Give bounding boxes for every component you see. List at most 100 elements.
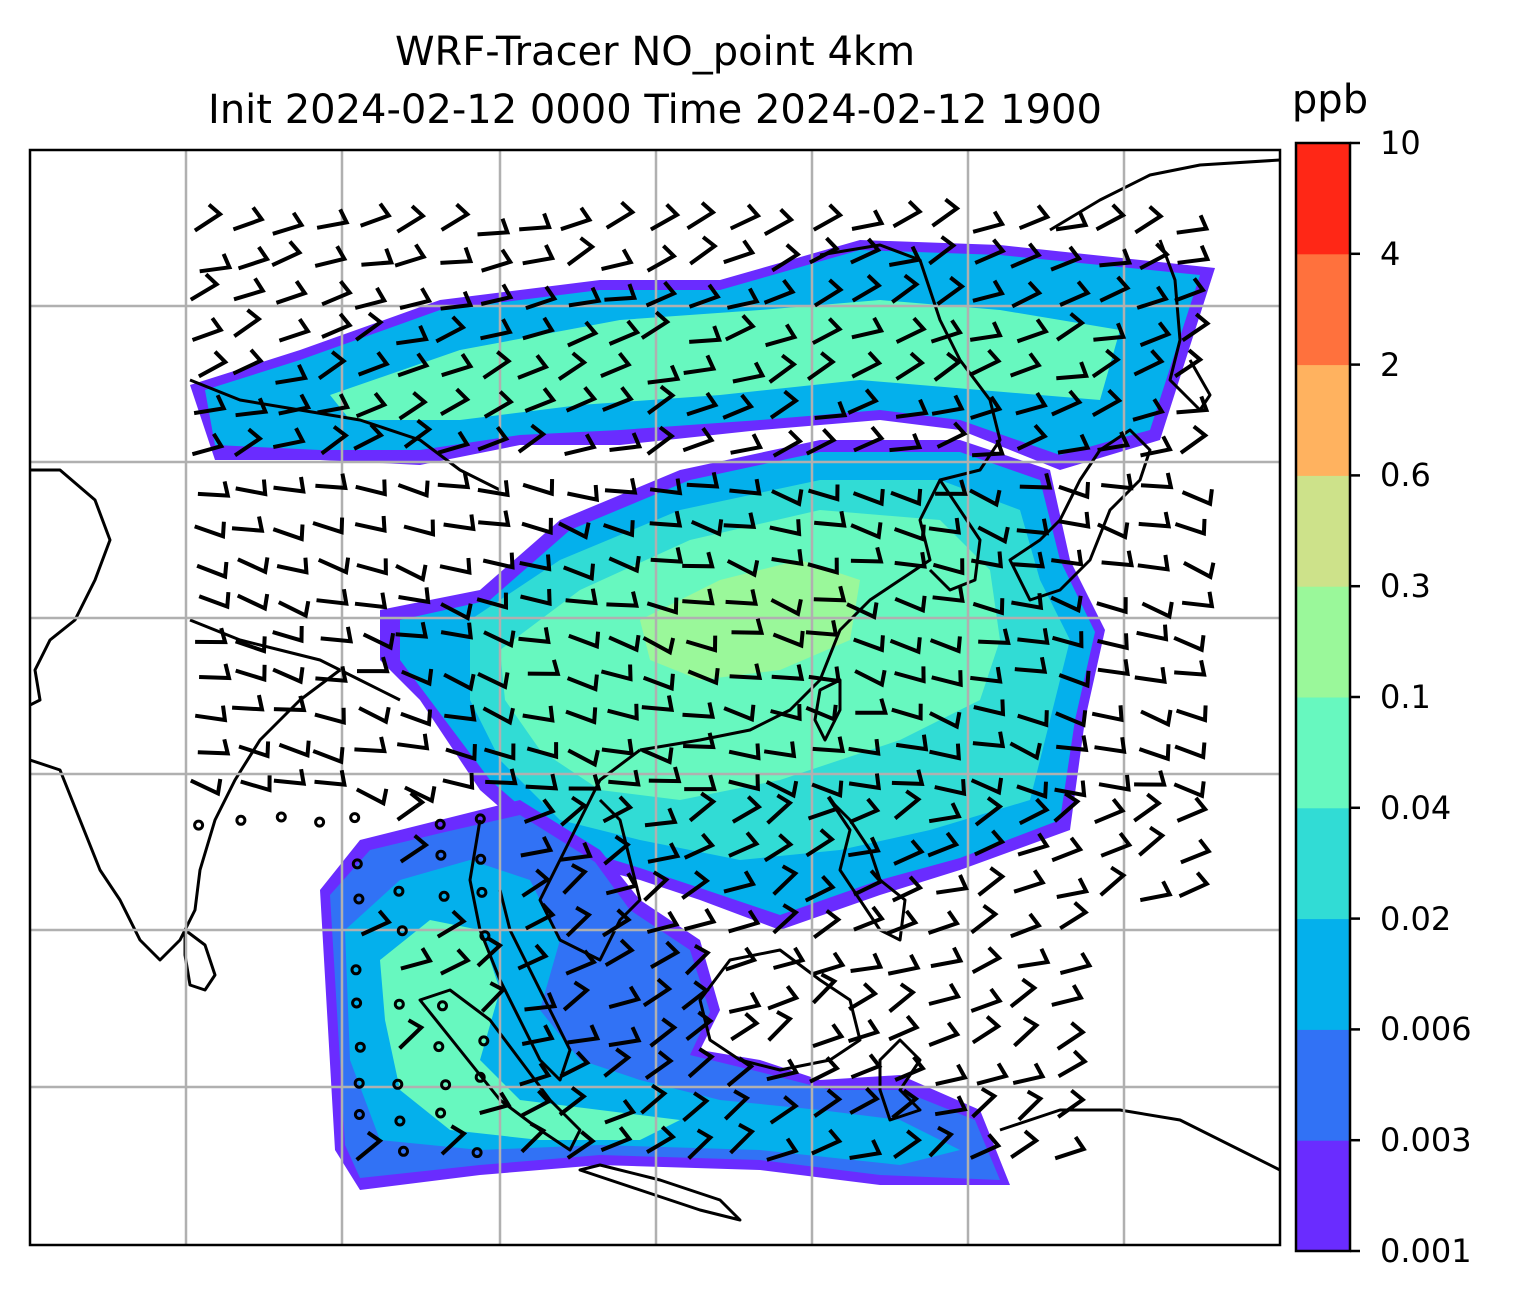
- wind-barb: [1100, 473, 1134, 491]
- wind-barb: [811, 317, 843, 345]
- wind-barb: [974, 829, 1006, 857]
- wind-barb: [808, 236, 840, 265]
- wind-barb: [1139, 880, 1173, 903]
- wind-barb: [723, 239, 756, 265]
- wind-barb: [317, 393, 351, 415]
- wind-barb: [974, 796, 1004, 827]
- wind-barb: [969, 488, 1002, 508]
- wind-barb: [440, 948, 471, 976]
- wind-barb: [729, 663, 763, 681]
- wind-barb: [853, 635, 885, 653]
- wind-barb: [891, 769, 925, 786]
- wind-barb: [396, 791, 426, 822]
- wind-barb: [600, 1126, 633, 1152]
- calm-wind-circle: [353, 893, 365, 905]
- wind-barb: [355, 1130, 384, 1162]
- wind-barb: [1011, 280, 1043, 309]
- wind-barb: [648, 766, 682, 784]
- wind-barb: [682, 427, 715, 453]
- wind-barb: [646, 597, 679, 615]
- wind-barb: [1051, 836, 1084, 863]
- wind-barb: [888, 1014, 920, 1042]
- wind-barb: [1058, 481, 1090, 500]
- wind-barb: [812, 1023, 845, 1048]
- wind-barb: [1019, 472, 1053, 490]
- wind-barb: [479, 1091, 512, 1116]
- wind-barb: [394, 243, 427, 268]
- wind-barb: [969, 1133, 1002, 1160]
- wind-barb: [1177, 244, 1211, 265]
- wind-barb: [360, 909, 393, 937]
- wind-barb: [644, 1050, 674, 1080]
- wind-barb: [521, 1024, 555, 1046]
- calm-wind-circle: [433, 1041, 445, 1053]
- wind-barb: [644, 807, 678, 828]
- wind-barb: [765, 780, 799, 799]
- wind-barb: [401, 668, 434, 687]
- wind-barb: [606, 591, 639, 608]
- wind-barb: [235, 664, 267, 683]
- wind-barb: [1139, 242, 1170, 271]
- wind-barb: [358, 706, 391, 725]
- coastline-philippines: [828, 798, 907, 942]
- wind-barb: [766, 793, 794, 825]
- wind-barb: [562, 980, 591, 1012]
- wind-barb: [566, 1130, 596, 1160]
- wind-barb: [1050, 245, 1083, 272]
- wind-barb: [483, 390, 514, 419]
- wind-barb: [731, 795, 763, 824]
- wind-barb: [771, 489, 804, 507]
- wind-barb: [196, 561, 229, 580]
- wind-barb: [894, 595, 927, 614]
- wind-barb: [605, 200, 636, 230]
- wind-barb: [849, 1139, 883, 1160]
- wind-barb: [560, 795, 588, 827]
- wind-barb: [524, 992, 558, 1012]
- map-title-line1: WRF-Tracer NO_point 4km: [394, 29, 916, 75]
- wind-barb: [649, 203, 681, 232]
- wind-barb: [730, 1012, 760, 1042]
- wind-barb: [1179, 424, 1209, 455]
- wind-barb: [1097, 633, 1129, 651]
- wind-barb: [888, 245, 922, 267]
- colorbar-unit-label: ppb: [1291, 77, 1369, 123]
- wind-barb: [522, 479, 555, 497]
- coastline-srilanka: [183, 928, 217, 992]
- wind-barb: [970, 666, 1003, 684]
- wind-barb: [728, 909, 761, 934]
- wind-barb: [1058, 670, 1091, 689]
- wind-barb: [895, 734, 929, 752]
- wind-barb: [931, 394, 965, 416]
- wind-barb: [1056, 1021, 1087, 1051]
- wind-barb: [687, 667, 720, 686]
- wind-barb: [191, 432, 225, 457]
- wind-barb: [522, 705, 555, 723]
- wind-barb: [722, 393, 755, 420]
- wind-barb: [272, 211, 305, 236]
- wind-barb: [565, 707, 598, 725]
- wind-barb: [400, 709, 433, 727]
- calm-wind-circle: [393, 998, 405, 1010]
- wind-barb: [1009, 977, 1038, 1009]
- wind-barb: [1056, 361, 1089, 381]
- wind-barb: [435, 315, 467, 344]
- wind-barb: [814, 400, 848, 420]
- wind-barb: [1011, 592, 1044, 611]
- wind-barb: [811, 1128, 843, 1156]
- wind-barb: [520, 1121, 547, 1154]
- wind-barb: [477, 426, 510, 452]
- calm-wind-circle: [350, 964, 362, 976]
- wind-barb: [730, 433, 764, 455]
- wind-barb: [355, 479, 387, 497]
- calm-wind-circle: [193, 819, 205, 831]
- wind-barb: [1057, 1049, 1088, 1079]
- wind-barb: [605, 872, 639, 896]
- wind-barb: [524, 902, 556, 931]
- wind-barb: [476, 592, 509, 610]
- calm-wind-circle: [353, 1109, 365, 1120]
- wind-barb: [726, 1056, 755, 1088]
- wind-barb: [1100, 831, 1133, 858]
- wind-barb: [602, 520, 635, 538]
- wind-barb: [1091, 348, 1121, 379]
- wind-barb: [805, 428, 837, 456]
